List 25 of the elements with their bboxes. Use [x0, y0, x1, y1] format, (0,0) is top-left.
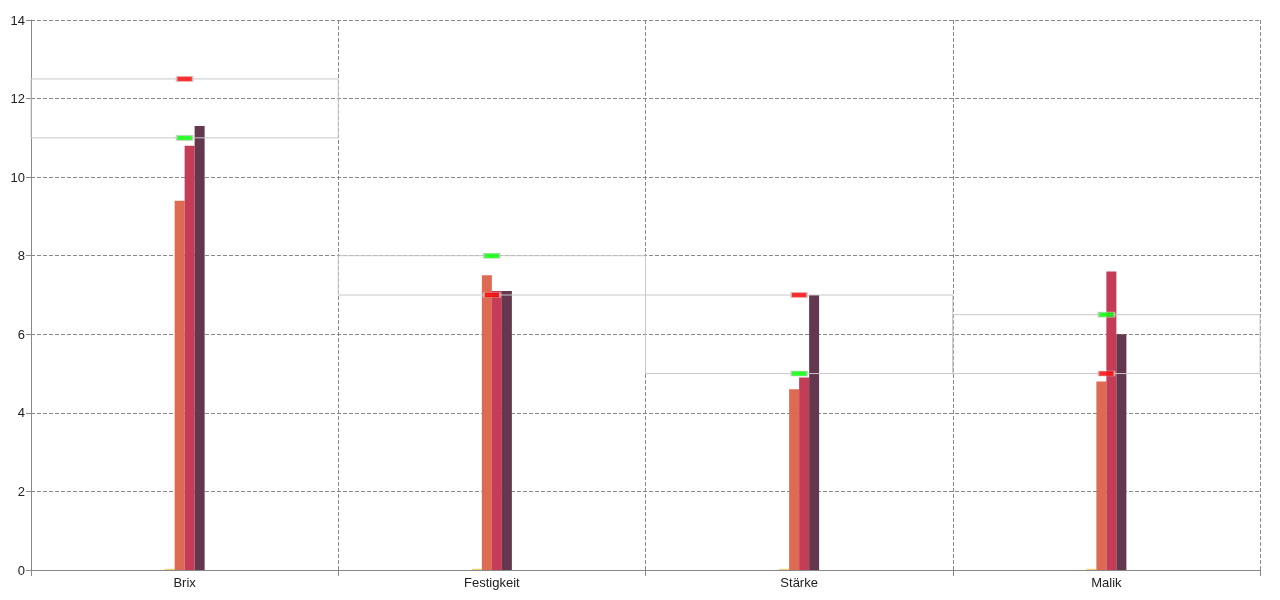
bar [1106, 271, 1117, 570]
x-tick-label: Festigkeit [464, 575, 521, 590]
y-tick-label: 6 [17, 326, 25, 342]
y-tick-label: 14 [10, 12, 25, 28]
bar [174, 200, 185, 570]
bar [799, 377, 810, 570]
bar [481, 275, 492, 570]
bar [194, 126, 205, 570]
y-tick-label: 0 [17, 562, 25, 578]
x-tick-label: Stärke [780, 575, 818, 590]
y-tick-label: 8 [17, 248, 25, 264]
x-tick-label: Malik [1091, 575, 1123, 590]
bar [1096, 381, 1107, 570]
bar [501, 291, 512, 570]
y-tick-label: 10 [10, 169, 25, 185]
y-tick-label: 4 [17, 405, 25, 421]
y-tick-label: 2 [17, 483, 25, 499]
bar [491, 291, 502, 570]
bar [1116, 334, 1127, 570]
y-tick-label: 12 [10, 91, 25, 107]
bar [30, 78, 339, 139]
bar [809, 295, 820, 570]
bar [789, 389, 800, 570]
x-tick-label: Brix [173, 575, 197, 590]
bar [184, 145, 195, 570]
